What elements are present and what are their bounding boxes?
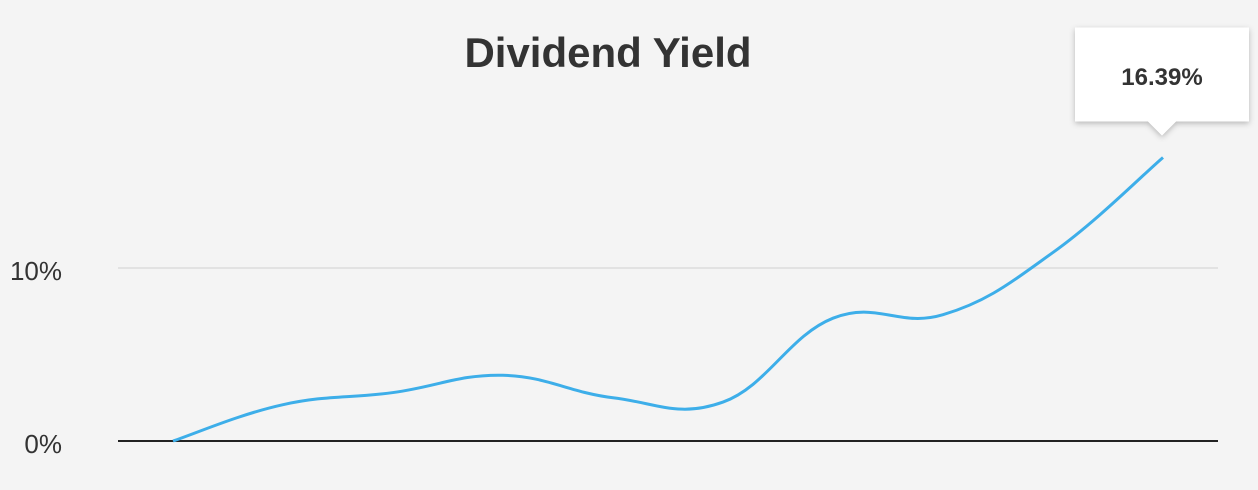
chart-title: Dividend Yield [464, 29, 751, 76]
tooltip-box [1075, 27, 1249, 136]
tooltip: 16.39% [1075, 27, 1249, 136]
y-tick-label: 10% [10, 256, 62, 286]
y-tick-label: 0% [24, 429, 62, 459]
data-label: 16.39% [1121, 64, 1202, 91]
line-series [172, 156, 1164, 443]
